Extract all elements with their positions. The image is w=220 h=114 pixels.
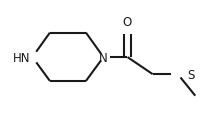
Text: N: N (99, 51, 108, 64)
Text: O: O (123, 16, 132, 28)
Text: S: S (188, 68, 195, 81)
Text: HN: HN (13, 51, 30, 64)
